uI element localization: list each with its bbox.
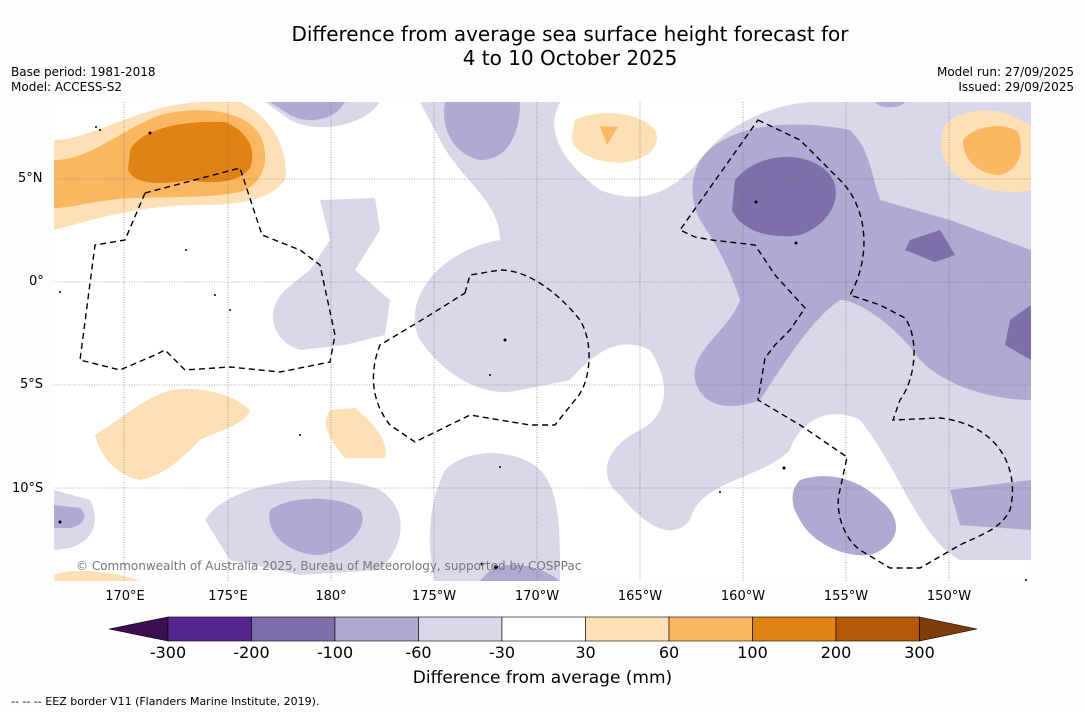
model-name: Model: ACCESS-S2 [11,80,123,94]
island [1025,579,1027,581]
island [299,434,301,436]
colorbar-segment-6 [585,616,670,642]
colorbar-tick-label: 30 [575,643,596,662]
islands [58,126,1027,581]
eez-borders [79,119,1014,569]
colorbar [108,616,978,642]
contour-light-lavender-west [273,198,390,350]
island [719,491,721,493]
contour-lavender-far-west [54,505,85,528]
colorbar-tick-label: 60 [658,643,680,662]
contour-light-lavender-south [429,453,560,581]
island [95,126,97,128]
contour-orange-light-north-east [962,126,1021,175]
contour-purple-east [905,230,955,262]
model-run: Model run: 27/09/2025 [936,65,1074,79]
title-line-2: 4 to 10 October 2025 [462,46,678,70]
island [59,291,61,293]
model-info-right: Model run: 27/09/2025 Issued: 29/09/2025 [937,65,1074,95]
issued-date: Issued: 29/09/2025 [958,80,1074,94]
model-info-left: Base period: 1981-2018 Model: ACCESS-S2 [11,65,156,95]
island [99,129,101,131]
lon-label-180: 180° [315,589,347,604]
island [499,466,501,468]
lat-label-10s: 10°S [12,481,44,496]
eez-footnote: -- -- -- EEZ border V11 (Flanders Marine… [11,695,320,708]
lon-label-170w: 170°W [514,589,560,604]
colorbar-tick-label: -100 [316,643,354,662]
colorbar-extend-min [108,616,169,642]
contour-lavender-southeast [792,476,897,556]
island [214,294,216,296]
contour-lavender-sw [269,498,363,555]
island [229,309,231,311]
island [754,200,758,204]
lat-label-0: 0° [29,274,44,289]
colorbar-segment-1 [167,616,252,642]
contour-lavender-south [480,564,560,581]
colorbar-tick-label: 300 [904,643,935,662]
island [58,520,62,524]
chart-title: Difference from average sea surface heig… [0,22,1085,70]
contour-purple-center [732,156,836,237]
contour-lavender-top-left [270,102,345,121]
colorbar-tick-label: -300 [149,643,187,662]
eez-border-west [79,167,336,373]
lon-label-150w: 150°W [926,589,972,604]
colorbar-segment-2 [251,616,336,642]
contour-peach-bottom-left [54,570,140,581]
lon-label-165w: 165°W [617,589,663,604]
title-line-1: Difference from average sea surface heig… [291,22,849,46]
colorbar-segment-9 [835,616,920,642]
island [489,374,491,376]
contour-lavender-top-right [875,102,905,108]
lon-label-170e: 170°E [105,589,145,604]
island [480,562,484,566]
contour-purple-edge [1005,305,1031,360]
island [185,249,187,251]
copyright-notice: © Commonwealth of Australia 2025, Bureau… [76,559,582,573]
colorbar-segment-4 [418,616,503,642]
island [503,338,507,342]
colorbar-segment-5 [501,616,586,642]
colorbar-tick-label: -60 [405,643,432,662]
colorbar-extend-max [919,616,978,642]
contour-orange-north-west [128,121,253,183]
island [782,466,786,470]
graticule [54,102,1031,581]
colorbar-tick-label: 200 [820,643,852,662]
lon-label-155w: 155°W [823,589,869,604]
island [148,131,152,135]
base-period: Base period: 1981-2018 [11,65,156,79]
contour-peach-south-west [95,388,250,480]
lon-label-160w: 160°W [720,589,766,604]
lat-label-5s: 5°S [20,377,44,392]
colorbar-tick-label: -30 [488,643,516,662]
eez-border-northeast [678,119,1014,569]
colorbar-title: Difference from average (mm) [412,668,673,688]
colorbar-tick-label: 100 [737,643,768,662]
colorbar-segment-3 [334,616,419,642]
lon-label-175e: 175°E [208,589,248,604]
contour-lavender-far-east [950,480,1031,530]
colorbar-tick-label: -200 [233,643,270,662]
lon-label-175w: 175°W [411,589,457,604]
colorbar-segment-7 [668,616,753,642]
contour-orange-light-north-center [600,126,618,145]
contour-lavender-north [444,102,520,160]
colorbar-segment-8 [752,616,837,642]
map-field [54,102,1031,581]
contour-peach-south-center [325,408,386,458]
lat-label-5n: 5°N [18,171,43,186]
contour-peach-north-center [571,113,657,163]
island [494,565,498,569]
island [794,241,798,245]
